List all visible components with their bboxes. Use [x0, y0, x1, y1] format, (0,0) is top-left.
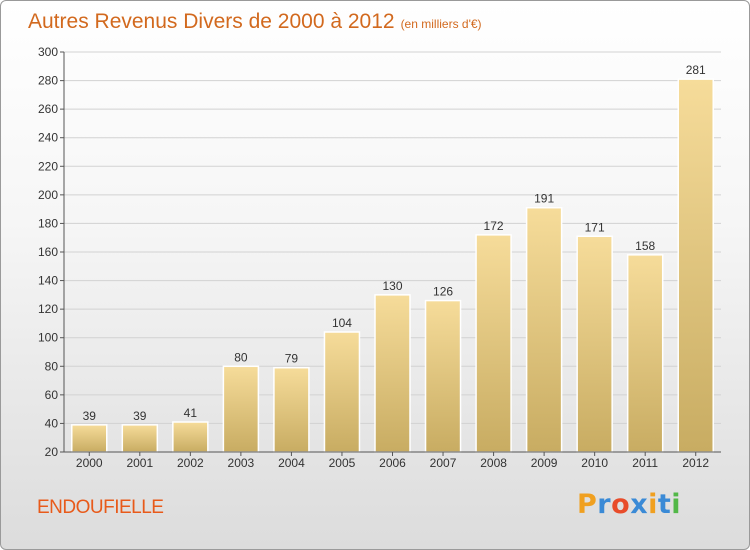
- bar-value-label: 39: [83, 409, 97, 423]
- bar-value-label: 172: [484, 219, 504, 233]
- logo-letter: x: [630, 489, 649, 520]
- y-tick-label: 140: [38, 274, 58, 288]
- x-tick-label: 2008: [480, 456, 507, 470]
- bar-value-label: 130: [382, 279, 402, 293]
- y-tick-label: 260: [38, 102, 58, 116]
- bar: [222, 365, 260, 453]
- y-axis: 20 40 60 80 100 120 140 160 180 200 220 240 260 280 30…: [38, 45, 65, 459]
- y-tick-label: 60: [45, 388, 59, 402]
- bar: [525, 206, 563, 453]
- bar-value-label: 158: [635, 239, 655, 253]
- bar: [273, 366, 310, 453]
- commune-name: ENDOUFIELLE: [37, 497, 164, 518]
- title-main: Autres Revenus Divers de 2000 à 2012: [28, 10, 395, 33]
- x-tick-label: 2010: [581, 456, 608, 470]
- y-tick-label: 200: [38, 188, 58, 202]
- bar: [121, 424, 159, 453]
- logo-letter: o: [611, 489, 631, 520]
- proxiti-logo: Proxiti: [577, 489, 681, 520]
- y-tick-label: 180: [38, 216, 58, 230]
- logo-letter: t: [657, 489, 672, 520]
- x-tick-label: 2005: [329, 456, 356, 470]
- bar-value-label: 104: [332, 316, 352, 330]
- bar: [374, 294, 411, 453]
- bar-value-label: 191: [534, 192, 554, 206]
- bar: [71, 424, 108, 453]
- bar: [323, 331, 361, 453]
- logo-letter: i: [671, 489, 682, 520]
- y-tick-label: 300: [38, 45, 58, 59]
- bar-value-label: 171: [585, 220, 605, 234]
- x-tick-label: 2002: [177, 456, 204, 470]
- x-tick-label: 2001: [126, 456, 153, 470]
- y-tick-label: 100: [38, 331, 58, 345]
- x-tick-label: 2007: [430, 456, 457, 470]
- title-subtitle: (en milliers d'€): [400, 17, 482, 31]
- bar: [424, 299, 462, 453]
- bar-value-label: 41: [184, 406, 198, 420]
- x-tick-label: 2012: [682, 456, 709, 470]
- y-tick-label: 240: [38, 131, 58, 145]
- y-tick-label: 80: [45, 359, 59, 373]
- bar: [677, 78, 714, 453]
- y-tick-label: 20: [45, 445, 59, 459]
- bar: [576, 235, 613, 453]
- x-tick-label: 2006: [379, 456, 406, 470]
- x-tick-label: 2004: [278, 456, 305, 470]
- y-tick-label: 220: [38, 159, 58, 173]
- x-tick-label: 2009: [531, 456, 558, 470]
- bar-value-label: 79: [285, 352, 299, 366]
- bars: 39 39 41 80 79 104 130 126 172 191 171 158 281: [71, 63, 714, 453]
- bar-value-label: 39: [133, 409, 147, 423]
- bar: [475, 234, 512, 453]
- logo-letter: i: [648, 489, 658, 520]
- y-tick-label: 40: [45, 416, 59, 430]
- bar-value-label: 80: [234, 350, 248, 364]
- bar-value-label: 126: [433, 285, 453, 299]
- chart-title: Autres Revenus Divers de 2000 à 2012 (en …: [28, 10, 482, 34]
- x-tick-label: 2003: [228, 456, 255, 470]
- y-tick-label: 280: [38, 74, 58, 88]
- x-axis: 2000 2001 2002 2003 2004 2005 2006 2007 2008 2009…: [64, 451, 721, 470]
- logo-letter: r: [597, 489, 612, 520]
- x-tick-label: 2011: [632, 456, 658, 470]
- logo-letter: P: [577, 489, 598, 520]
- bar-value-label: 281: [686, 63, 706, 77]
- bar: [626, 254, 664, 453]
- bar: [172, 421, 209, 453]
- x-tick-label: 2000: [76, 456, 103, 470]
- y-tick-label: 160: [38, 245, 58, 259]
- y-tick-label: 120: [38, 302, 58, 316]
